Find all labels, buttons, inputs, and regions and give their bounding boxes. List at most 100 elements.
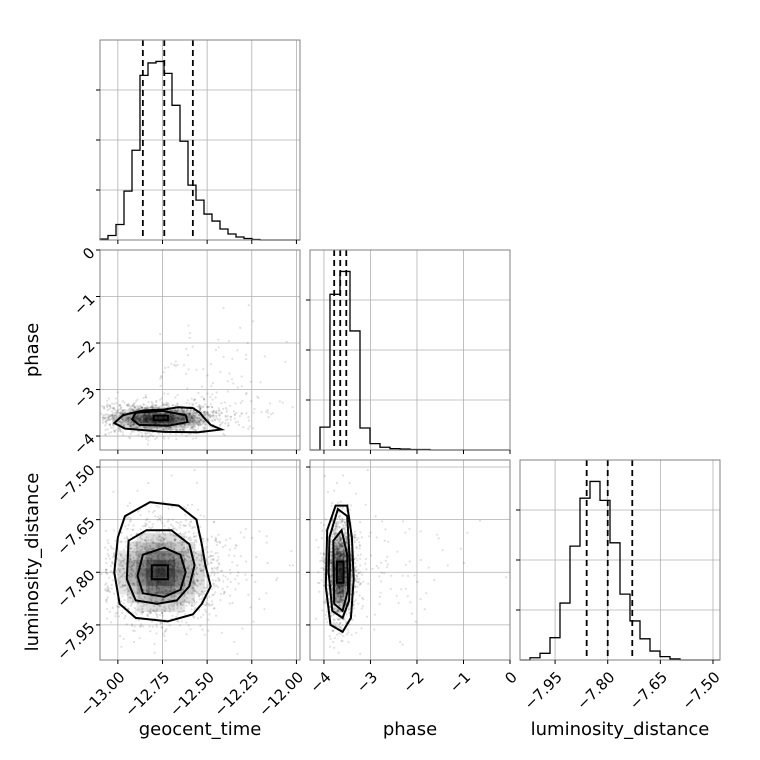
scatter-point: [134, 572, 137, 576]
scatter-point: [154, 597, 157, 600]
scatter-point: [136, 541, 139, 544]
scatter-point: [148, 415, 151, 418]
scatter-point: [115, 409, 118, 412]
scatter-point: [160, 560, 164, 563]
scatter-point: [180, 562, 183, 565]
scatter-point: [185, 535, 188, 539]
scatter-point: [165, 420, 168, 423]
scatter-point: [189, 413, 192, 416]
scatter-point: [130, 533, 133, 536]
scatter-point: [121, 595, 124, 598]
scatter-point: [138, 597, 142, 600]
scatter-point: [137, 433, 140, 436]
scatter-point: [186, 566, 189, 569]
scatter-point: [156, 616, 159, 619]
density-cell: [333, 550, 337, 560]
scatter-point: [150, 422, 153, 425]
scatter-point: [106, 617, 109, 620]
scatter-point: [170, 573, 173, 576]
scatter-point: [142, 542, 145, 546]
scatter-point: [212, 570, 215, 573]
scatter-point: [161, 566, 164, 570]
scatter-point: [162, 598, 165, 601]
scatter-point: [210, 419, 213, 422]
scatter-point: [174, 562, 177, 565]
density-cell: [185, 417, 196, 421]
scatter-point: [161, 586, 164, 589]
scatter-point: [131, 423, 134, 426]
scatter-point: [154, 438, 157, 441]
scatter-point: [128, 502, 131, 505]
scatter-point: [341, 553, 344, 556]
scatter-point: [129, 604, 133, 607]
scatter-point: [140, 608, 143, 611]
scatter-point: [199, 419, 202, 422]
density-cell: [143, 427, 155, 431]
scatter-point: [138, 555, 141, 558]
scatter-point: [137, 405, 140, 408]
scatter-point: [436, 533, 439, 536]
scatter-point: [144, 522, 147, 525]
scatter-point: [195, 411, 198, 414]
scatter-point: [150, 405, 153, 408]
scatter-point: [342, 547, 345, 551]
scatter-point: [121, 418, 124, 421]
scatter-point: [156, 556, 160, 560]
scatter-point: [180, 408, 183, 411]
scatter-point: [335, 622, 339, 625]
scatter-point: [233, 554, 236, 557]
scatter-point: [265, 410, 268, 413]
scatter-point: [136, 557, 139, 560]
scatter-point: [103, 417, 106, 420]
scatter-point: [176, 363, 179, 366]
scatter-point: [138, 413, 141, 416]
density-cell: [195, 417, 207, 421]
scatter-point: [324, 613, 327, 617]
scatter-point: [319, 552, 322, 555]
scatter-point: [325, 610, 328, 613]
scatter-point: [110, 418, 113, 421]
scatter-point: [176, 607, 179, 610]
scatter-point: [141, 406, 144, 409]
scatter-point: [217, 338, 220, 341]
density-cell: [344, 533, 348, 543]
scatter-point: [216, 418, 219, 421]
scatter-point: [173, 409, 177, 412]
scatter-point: [199, 423, 202, 427]
scatter-point: [115, 416, 118, 419]
scatter-point: [194, 590, 197, 593]
scatter-point: [334, 542, 337, 546]
scatter-point: [182, 409, 185, 412]
scatter-point: [125, 416, 128, 420]
scatter-point: [131, 408, 134, 411]
scatter-point: [182, 410, 185, 413]
scatter-point: [151, 582, 154, 585]
scatter-point: [224, 538, 228, 542]
scatter-point: [202, 405, 205, 408]
scatter-point: [137, 510, 140, 513]
scatter-point: [423, 608, 426, 611]
scatter-point: [232, 382, 235, 385]
scatter-point: [127, 574, 131, 577]
scatter-point: [135, 564, 138, 567]
scatter-point: [193, 398, 196, 401]
scatter-point: [206, 414, 210, 417]
scatter-point: [144, 549, 147, 552]
scatter-point: [129, 424, 132, 428]
scatter-point: [117, 577, 120, 580]
scatter-point: [189, 418, 192, 422]
scatter-point: [129, 562, 132, 566]
scatter-point: [348, 606, 351, 610]
scatter-point: [198, 420, 201, 423]
scatter-point: [166, 590, 169, 593]
scatter-point: [113, 592, 116, 595]
scatter-point: [446, 564, 449, 567]
scatter-point: [110, 402, 114, 405]
scatter-point: [167, 404, 170, 407]
scatter-point: [175, 570, 178, 573]
scatter-point: [356, 585, 359, 588]
scatter-point: [364, 562, 367, 565]
scatter-point: [148, 434, 151, 438]
scatter-point: [171, 421, 174, 424]
scatter-point: [332, 532, 336, 536]
